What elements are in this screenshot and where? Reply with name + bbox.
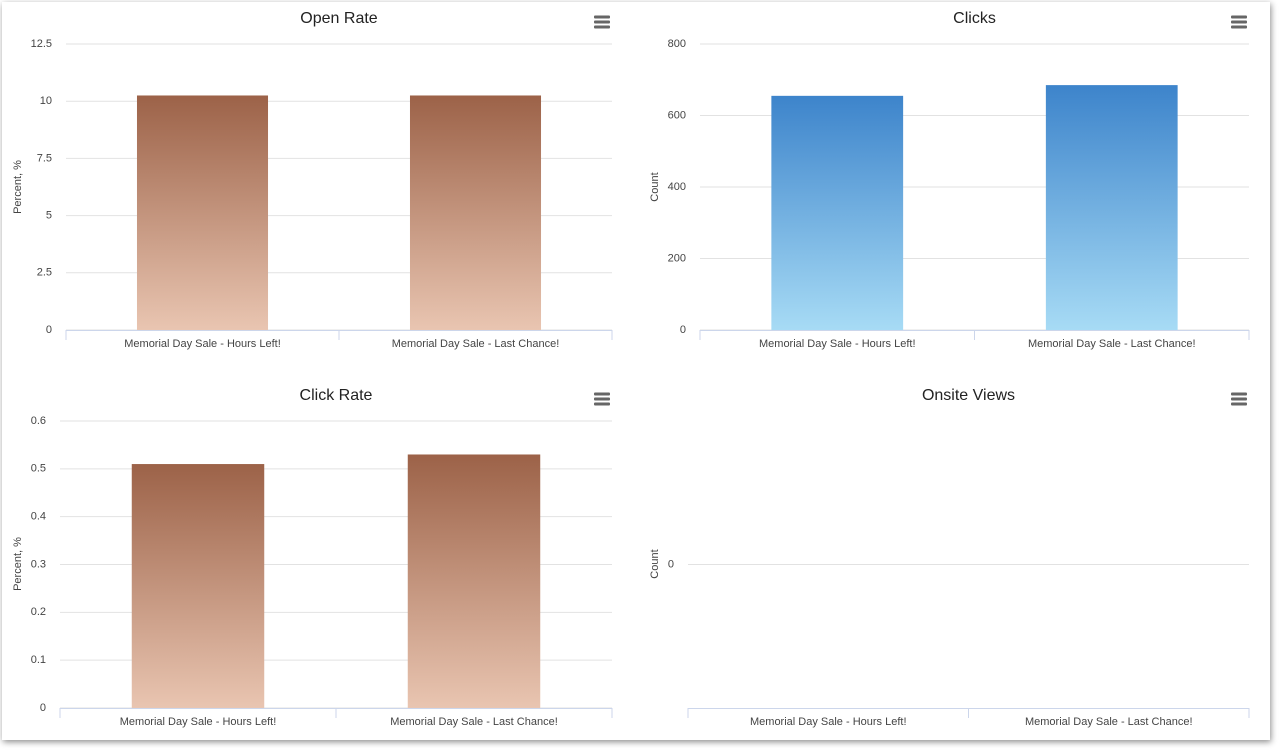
- y-axis-title: Count: [649, 549, 661, 578]
- menu-button[interactable]: [1231, 15, 1247, 29]
- y-tick-label: 800: [668, 38, 686, 50]
- x-tick-label: Memorial Day Sale - Last Chance!: [390, 716, 558, 728]
- bar: [409, 95, 542, 330]
- y-axis-title: Count: [649, 172, 661, 201]
- y-tick-label: 600: [668, 109, 686, 121]
- bar: [407, 454, 541, 708]
- y-tick-label: 12.5: [31, 38, 52, 50]
- y-axis-title: Percent, %: [12, 537, 24, 591]
- x-tick-label: Memorial Day Sale - Last Chance!: [1028, 338, 1196, 350]
- y-tick-label: 0: [680, 324, 686, 336]
- x-tick-label: Memorial Day Sale - Hours Left!: [124, 338, 281, 350]
- y-tick-label: 0.6: [31, 415, 46, 427]
- y-tick-label: 0.3: [31, 558, 46, 570]
- y-axis-title: Percent, %: [12, 160, 24, 214]
- x-tick-label: Memorial Day Sale - Hours Left!: [750, 716, 907, 728]
- y-tick-label: 400: [668, 181, 686, 193]
- menu-button[interactable]: [1231, 392, 1247, 406]
- y-tick-label: 0.2: [31, 606, 46, 618]
- chart-title: Click Rate: [300, 387, 373, 404]
- y-tick-label: 0: [668, 558, 674, 570]
- y-tick-label: 0.5: [31, 463, 46, 475]
- chart-title: Clicks: [953, 10, 996, 27]
- chart-title: Onsite Views: [922, 387, 1015, 404]
- chart-title: Open Rate: [300, 10, 377, 27]
- menu-button[interactable]: [594, 15, 610, 29]
- y-tick-label: 0.4: [31, 511, 46, 523]
- y-tick-label: 7.5: [37, 152, 52, 164]
- x-tick-label: Memorial Day Sale - Last Chance!: [392, 338, 560, 350]
- y-tick-label: 0.1: [31, 654, 46, 666]
- y-tick-label: 10: [40, 95, 52, 107]
- bar: [131, 464, 265, 708]
- x-tick-label: Memorial Day Sale - Last Chance!: [1025, 716, 1193, 728]
- bar: [136, 95, 269, 330]
- x-tick-label: Memorial Day Sale - Hours Left!: [759, 338, 916, 350]
- x-tick-label: Memorial Day Sale - Hours Left!: [120, 716, 277, 728]
- bar: [771, 95, 904, 331]
- y-tick-label: 2.5: [37, 267, 52, 279]
- bar: [1045, 85, 1178, 330]
- y-tick-label: 5: [46, 210, 52, 222]
- menu-button[interactable]: [594, 392, 610, 406]
- y-tick-label: 0: [46, 324, 52, 336]
- y-tick-label: 0: [40, 702, 46, 714]
- y-tick-label: 200: [668, 252, 686, 264]
